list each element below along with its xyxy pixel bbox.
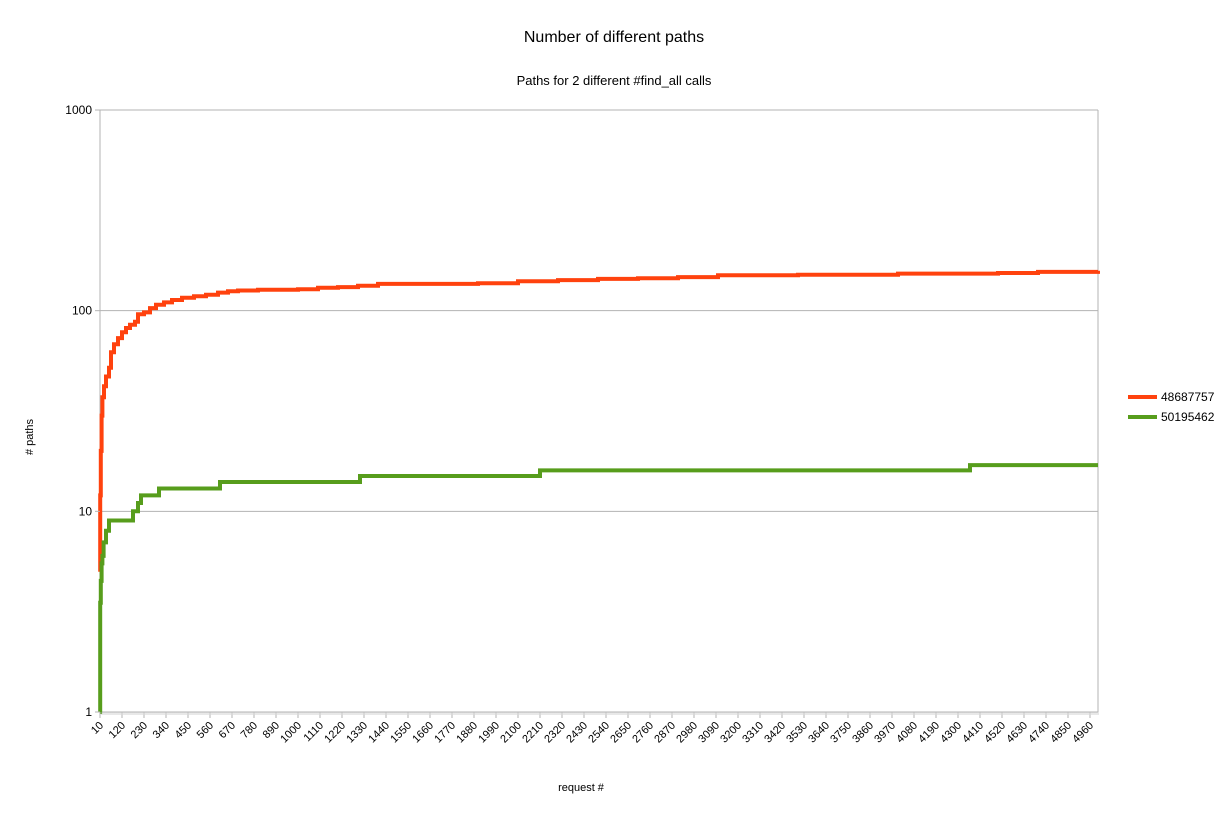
y-tick-label: 100 bbox=[72, 304, 92, 318]
x-axis-label: request # bbox=[558, 782, 605, 794]
x-tick-label: 1550 bbox=[388, 720, 414, 746]
x-tick-label: 1110 bbox=[301, 720, 326, 745]
x-tick-label: 2100 bbox=[498, 720, 524, 746]
x-tick-label: 4300 bbox=[938, 720, 964, 746]
x-tick-label: 1660 bbox=[410, 720, 436, 746]
y-tick-label: 1000 bbox=[65, 103, 92, 117]
x-tick-label: 4190 bbox=[916, 720, 942, 746]
legend: 48687757 50195462 bbox=[1128, 390, 1215, 424]
x-tick-label: 1000 bbox=[278, 720, 304, 746]
x-tick-label: 3970 bbox=[872, 720, 898, 746]
y-axis-ticks: 1 10 100 1000 bbox=[65, 103, 100, 719]
x-tick-label: 3420 bbox=[762, 720, 788, 746]
x-tick-label: 1330 bbox=[344, 720, 370, 746]
chart-subtitle: Paths for 2 different #find_all calls bbox=[517, 73, 712, 88]
y-axis-label: # paths bbox=[24, 418, 36, 455]
x-tick-label: 230 bbox=[129, 720, 150, 741]
x-tick-label: 4960 bbox=[1070, 720, 1096, 746]
x-tick-label: 1880 bbox=[454, 720, 480, 746]
x-tick-label: 2320 bbox=[542, 720, 568, 746]
legend-label: 48687757 bbox=[1161, 390, 1215, 404]
x-tick-label: 3860 bbox=[850, 720, 876, 746]
x-tick-label: 4630 bbox=[1004, 720, 1030, 746]
x-tick-label: 10 bbox=[89, 720, 106, 737]
series-line-48687757 bbox=[98, 269, 1100, 574]
x-tick-label: 2210 bbox=[520, 720, 546, 746]
plot-frame bbox=[99, 110, 1099, 713]
x-tick-label: 2760 bbox=[630, 720, 656, 746]
series-lines bbox=[98, 269, 1100, 714]
x-tick-label: 2980 bbox=[674, 720, 700, 746]
x-tick-label: 3310 bbox=[740, 720, 766, 746]
y-tick-label: 10 bbox=[79, 504, 93, 518]
x-tick-label: 450 bbox=[173, 720, 194, 741]
x-tick-label: 4080 bbox=[894, 720, 920, 746]
x-tick-label: 1990 bbox=[476, 720, 502, 746]
x-tick-label: 2650 bbox=[608, 720, 634, 746]
x-tick-label: 340 bbox=[151, 720, 172, 741]
x-tick-label: 1440 bbox=[366, 720, 392, 746]
x-tick-label: 560 bbox=[195, 720, 216, 741]
gridlines bbox=[100, 109, 1098, 713]
x-tick-label: 3090 bbox=[696, 720, 722, 746]
x-tick-label: 4410 bbox=[960, 720, 986, 746]
x-tick-label: 3200 bbox=[718, 720, 744, 746]
x-tick-label: 3530 bbox=[784, 720, 810, 746]
x-tick-label: 4850 bbox=[1048, 720, 1074, 746]
x-tick-label: 2430 bbox=[564, 720, 590, 746]
x-tick-label: 2870 bbox=[652, 720, 678, 746]
x-tick-label: 670 bbox=[217, 720, 238, 741]
x-tick-label: 2540 bbox=[586, 720, 612, 746]
series-line-50195462 bbox=[98, 463, 1098, 714]
x-tick-label: 4740 bbox=[1026, 720, 1052, 746]
x-tick-label: 3640 bbox=[806, 720, 832, 746]
x-tick-label: 4520 bbox=[982, 720, 1008, 746]
x-tick-label: 1770 bbox=[432, 720, 458, 746]
x-tick-label: 1220 bbox=[322, 720, 348, 746]
x-axis-ticks: 10 120 230 340 450 560 670 780 89010001110122013… bbox=[89, 712, 1099, 746]
legend-label: 50195462 bbox=[1161, 410, 1215, 424]
chart-title: Number of different paths bbox=[524, 29, 704, 46]
y-tick-label: 1 bbox=[85, 705, 92, 719]
x-tick-label: 3750 bbox=[828, 720, 854, 746]
x-tick-label: 120 bbox=[107, 720, 128, 741]
x-tick-label: 780 bbox=[239, 720, 260, 741]
